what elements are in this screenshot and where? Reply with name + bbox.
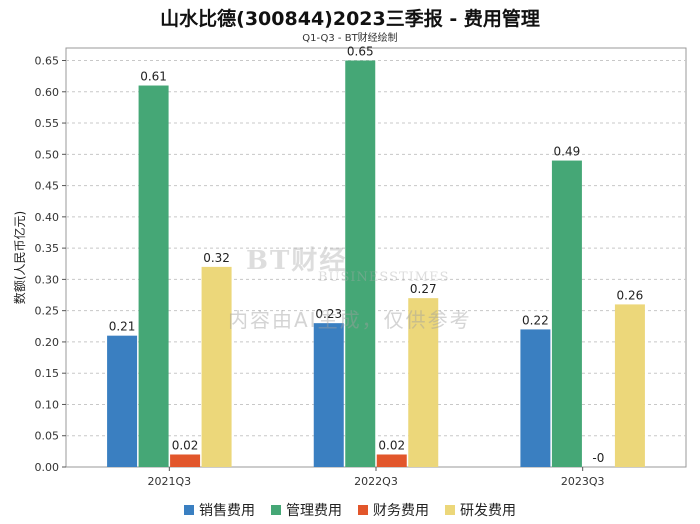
- x-tick-label: 2021Q3: [148, 475, 192, 488]
- watermark-logo: BT财经: [246, 246, 348, 276]
- bar: [520, 329, 551, 467]
- y-tick-label: 0.65: [35, 55, 60, 68]
- y-tick-label: 0.60: [35, 86, 60, 99]
- legend-item: 管理费用: [271, 500, 342, 520]
- data-label: 0.22: [522, 313, 549, 327]
- y-tick-label: 0.10: [35, 398, 60, 411]
- data-label: 0.27: [410, 282, 437, 296]
- watermark-logo-sub: BUSINESSTIMES: [318, 270, 450, 285]
- y-tick-label: 0.50: [35, 148, 60, 161]
- bar: [138, 85, 169, 467]
- data-label: 0.49: [554, 145, 581, 159]
- bar: [551, 160, 582, 467]
- data-label: 0.21: [109, 320, 136, 334]
- y-tick-label: 0.00: [35, 461, 60, 474]
- y-tick-label: 0.20: [35, 336, 60, 349]
- bar: [408, 298, 439, 467]
- bar: [201, 266, 232, 467]
- bar: [107, 335, 138, 467]
- y-axis-label: 数额(人民币亿元): [12, 211, 27, 304]
- x-tick-label: 2023Q3: [561, 475, 605, 488]
- data-label: 0.65: [347, 45, 374, 59]
- y-tick-label: 0.45: [35, 180, 60, 193]
- y-tick-label: 0.35: [35, 242, 60, 255]
- bar: [170, 454, 201, 467]
- chart-subtitle: Q1-Q3 - BT财经绘制: [302, 33, 398, 44]
- legend-item: 财务费用: [358, 500, 429, 520]
- y-tick-label: 0.15: [35, 367, 60, 380]
- legend-label: 管理费用: [286, 503, 342, 519]
- x-tick-label: 2022Q3: [354, 475, 398, 488]
- bar: [313, 323, 344, 467]
- bar: [345, 60, 376, 468]
- legend-swatch: [358, 505, 368, 515]
- data-label: -0: [592, 451, 604, 465]
- bar: [614, 304, 645, 467]
- data-label: 0.23: [315, 307, 342, 321]
- y-tick-label: 0.05: [35, 430, 60, 443]
- y-tick-label: 0.40: [35, 211, 60, 224]
- watermark-text: 内容由AI生成，仅供参考: [228, 308, 472, 332]
- legend-item: 研发费用: [445, 500, 516, 520]
- data-label: 0.02: [378, 438, 405, 452]
- y-tick-label: 0.55: [35, 117, 60, 130]
- legend-label: 研发费用: [460, 503, 516, 519]
- chart-legend: 销售费用 管理费用 财务费用 研发费用: [0, 500, 700, 520]
- legend-label: 销售费用: [199, 503, 255, 519]
- legend-swatch: [184, 505, 194, 515]
- data-label: 0.02: [172, 438, 199, 452]
- chart-title: 山水比德(300844)2023三季报 - 费用管理: [160, 8, 540, 30]
- data-label: 0.61: [140, 70, 167, 84]
- data-label: 0.26: [617, 288, 644, 302]
- legend-swatch: [271, 505, 281, 515]
- legend-label: 财务费用: [373, 503, 429, 519]
- data-label: 0.32: [203, 251, 230, 265]
- legend-item: 销售费用: [184, 500, 255, 520]
- bar: [376, 454, 407, 467]
- y-tick-label: 0.25: [35, 305, 60, 318]
- legend-swatch: [445, 505, 455, 515]
- y-tick-label: 0.30: [35, 273, 60, 286]
